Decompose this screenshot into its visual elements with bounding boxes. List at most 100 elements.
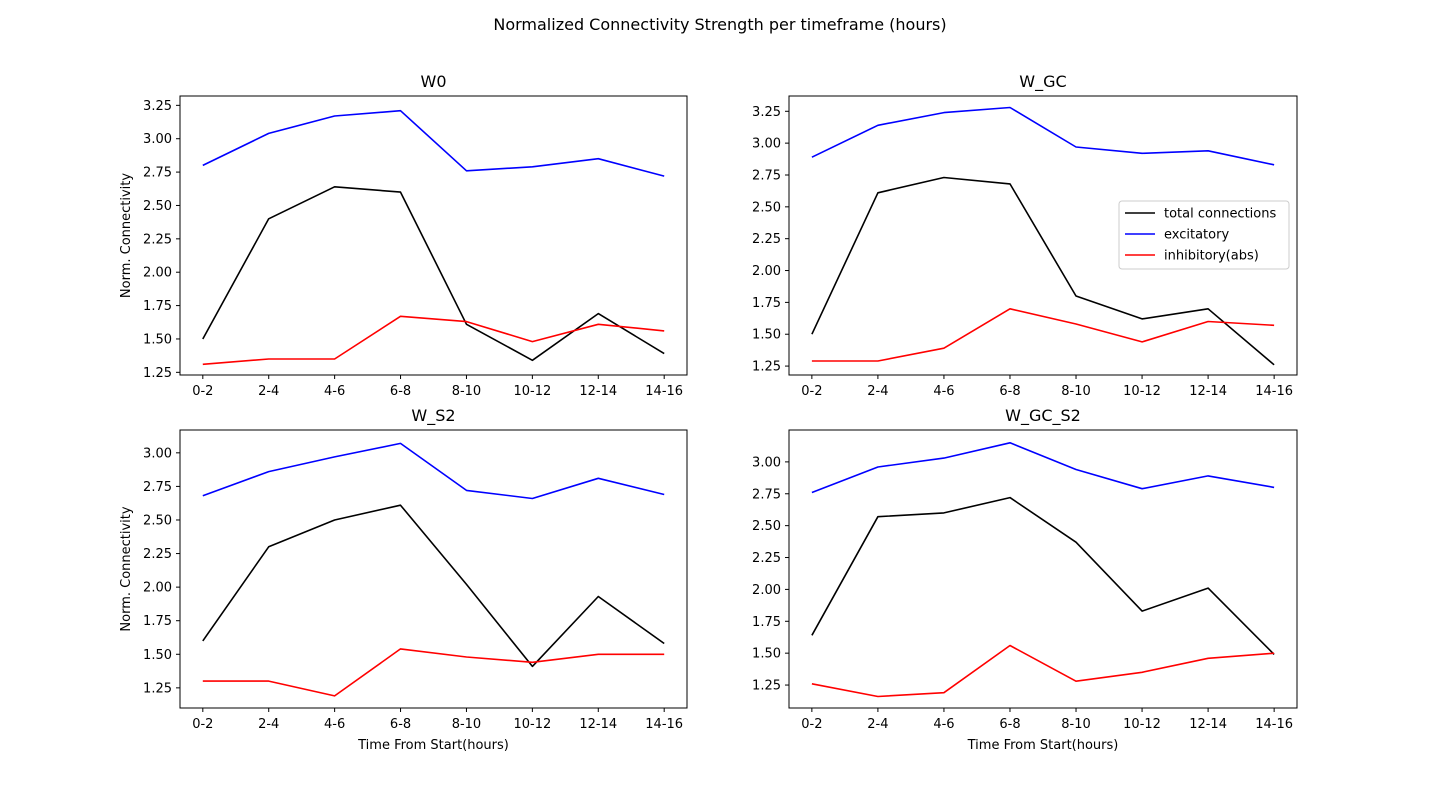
y-tick-label: 1.75	[143, 614, 172, 629]
y-tick-label: 2.75	[752, 168, 781, 183]
y-tick-label: 3.00	[143, 132, 172, 147]
y-tick-label: 1.25	[143, 681, 172, 696]
y-tick-label: 1.50	[143, 648, 172, 663]
x-tick-label: 14-16	[1255, 384, 1293, 399]
series-line-excitatory	[811, 106, 1275, 166]
y-tick-label: 2.75	[752, 487, 781, 502]
panel-title: W_S2	[411, 406, 455, 426]
series-line-total-connections	[202, 504, 665, 668]
y-tick-label: 1.50	[143, 332, 172, 347]
legend-item-excitatory: excitatory	[1125, 228, 1229, 243]
series-line-total-connections	[202, 186, 665, 362]
legend-label: total connections	[1164, 207, 1276, 222]
x-tick-label: 10-12	[1123, 717, 1161, 732]
y-tick-label: 2.25	[752, 551, 781, 566]
x-tick-label: 12-14	[579, 717, 617, 732]
x-tick-label: 12-14	[1189, 717, 1227, 732]
x-tick-label: 8-10	[452, 717, 482, 732]
y-tick-label: 2.50	[143, 199, 172, 214]
y-tick-label: 2.00	[752, 264, 781, 279]
x-tick-label: 14-16	[1255, 717, 1293, 732]
panel-title: W_GC	[1019, 72, 1066, 92]
y-tick-label: 1.75	[143, 299, 172, 314]
legend-item-total-connections: total connections	[1125, 207, 1276, 222]
y-tick-label: 1.25	[143, 366, 172, 381]
legend-frame	[1118, 200, 1290, 270]
x-tick-label: 4-6	[324, 717, 345, 732]
x-tick-label: 4-6	[933, 384, 954, 399]
y-axis-label: Norm. Connectivity	[119, 506, 134, 631]
series-line-total-connections	[811, 176, 1275, 366]
x-tick-label: 0-2	[192, 384, 213, 399]
plot-frame	[788, 429, 1298, 709]
legend-item-inhibitory-abs: inhibitory(abs)	[1125, 249, 1259, 264]
y-tick-label: 3.00	[143, 446, 172, 461]
y-tick-label: 2.75	[143, 480, 172, 495]
plot-frame	[179, 95, 688, 376]
x-tick-label: 10-12	[513, 384, 551, 399]
y-tick-label: 1.25	[752, 360, 781, 375]
x-tick-label: 6-8	[999, 384, 1020, 399]
y-tick-label: 1.50	[752, 328, 781, 343]
series-line-total-connections	[811, 496, 1275, 655]
y-tick-label: 2.00	[143, 581, 172, 596]
x-axis-label: Time From Start(hours)	[357, 738, 509, 753]
y-tick-label: 3.25	[752, 105, 781, 120]
series-line-excitatory	[202, 442, 665, 500]
x-tick-label: 0-2	[192, 717, 213, 732]
x-tick-label: 12-14	[579, 384, 617, 399]
y-tick-label: 3.00	[752, 455, 781, 470]
legend-label: inhibitory(abs)	[1164, 249, 1259, 264]
y-axis-label: Norm. Connectivity	[119, 173, 134, 298]
x-tick-label: 2-4	[867, 384, 888, 399]
series-line-inhibitory-abs	[811, 307, 1275, 362]
x-tick-label: 2-4	[258, 717, 279, 732]
x-tick-label: 8-10	[1061, 384, 1091, 399]
panel-w-s2: W_S2 0-2 2-4 4-6 6-8 8-10 10-12 12-14 14-16 1.25 1…	[119, 406, 688, 753]
y-tick-label: 1.75	[752, 296, 781, 311]
y-tick-label: 2.75	[143, 166, 172, 181]
legend-label: excitatory	[1164, 228, 1229, 243]
y-tick-label: 1.50	[752, 647, 781, 662]
panel-w0: W0 0-2 2-4 4-6 6-8 8-10 10-12 12-14 14-16 1.25 1.5…	[119, 72, 688, 399]
x-tick-label: 10-12	[513, 717, 551, 732]
x-axis-label: Time From Start(hours)	[967, 738, 1119, 753]
x-tick-label: 0-2	[801, 717, 822, 732]
x-tick-label: 6-8	[390, 717, 411, 732]
panel-title: W_GC_S2	[1005, 406, 1081, 426]
y-tick-label: 2.50	[143, 513, 172, 528]
x-tick-label: 10-12	[1123, 384, 1161, 399]
y-tick-label: 2.50	[752, 519, 781, 534]
x-tick-label: 4-6	[933, 717, 954, 732]
x-tick-label: 14-16	[645, 717, 683, 732]
figure-title: Normalized Connectivity Strength per tim…	[493, 15, 946, 34]
x-tick-label: 8-10	[452, 384, 482, 399]
y-tick-label: 2.25	[752, 232, 781, 247]
y-tick-label: 2.25	[143, 547, 172, 562]
x-tick-label: 2-4	[258, 384, 279, 399]
legend: total connections excitatory inhibitory(ab…	[1118, 200, 1290, 270]
series-line-inhibitory-abs	[202, 315, 665, 366]
x-tick-label: 12-14	[1189, 384, 1227, 399]
plot-frame	[179, 429, 688, 709]
x-tick-label: 6-8	[999, 717, 1020, 732]
panel-w-gc-s2: W_GC_S2 0-2 2-4 4-6 6-8 8-10 10-12 12-14 14-16 1.…	[752, 406, 1298, 753]
y-tick-label: 2.00	[752, 583, 781, 598]
y-tick-label: 2.00	[143, 266, 172, 281]
series-line-excitatory	[202, 109, 665, 177]
x-tick-label: 14-16	[645, 384, 683, 399]
panel-w-gc: W_GC 0-2 2-4 4-6 6-8 8-10 10-12 12-14 14-16 1.25 1…	[752, 72, 1298, 399]
series-line-inhibitory-abs	[811, 644, 1275, 698]
x-tick-label: 8-10	[1061, 717, 1091, 732]
x-tick-label: 4-6	[324, 384, 345, 399]
panel-title: W0	[421, 72, 447, 91]
x-tick-label: 0-2	[801, 384, 822, 399]
y-tick-label: 3.00	[752, 137, 781, 152]
series-line-excitatory	[811, 441, 1275, 494]
y-tick-label: 2.50	[752, 200, 781, 215]
y-tick-label: 3.25	[143, 99, 172, 114]
y-tick-label: 2.25	[143, 232, 172, 247]
plot-frame	[788, 95, 1298, 376]
x-tick-label: 2-4	[867, 717, 888, 732]
